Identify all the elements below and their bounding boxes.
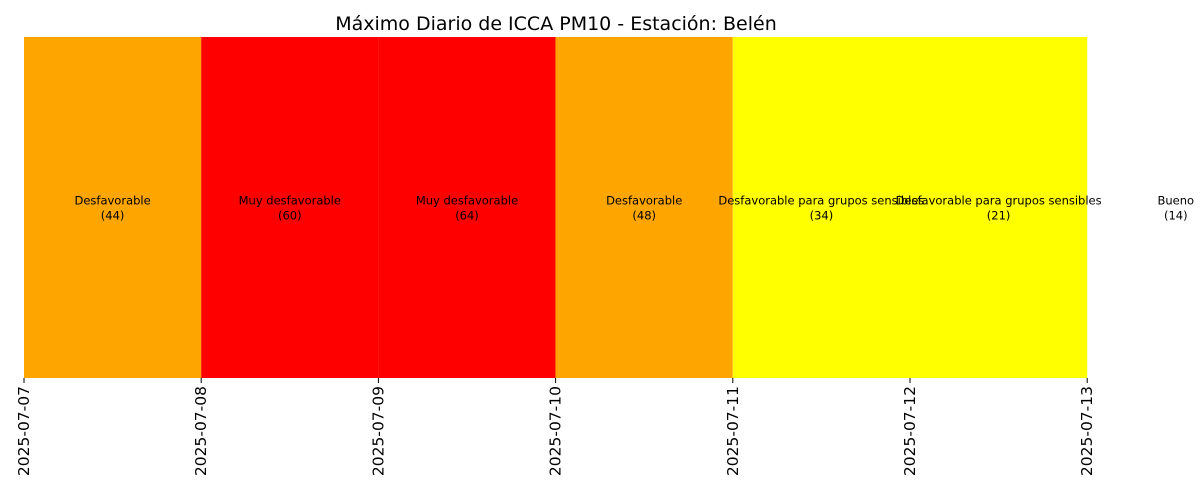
cell-value-label: (34) [810, 209, 834, 223]
x-tick-label: 2025-07-07 [15, 386, 33, 476]
x-tick-label: 2025-07-08 [192, 386, 210, 476]
cell-value-label: (44) [101, 209, 125, 223]
heatmap-cell [378, 37, 556, 378]
cell-value-label: (64) [455, 209, 479, 223]
x-tick-label: 2025-07-11 [724, 386, 742, 476]
cell-value-label: (60) [278, 209, 302, 223]
x-axis: 2025-07-07 2025-07-08 2025-07-09 2025-07-10… [15, 378, 1096, 476]
chart-title: Máximo Diario de ICCA PM10 - Estación: B… [335, 13, 777, 35]
cell-value-label: (21) [987, 209, 1011, 223]
x-tick-label: 2025-07-10 [547, 386, 565, 476]
heatmap-cell [201, 37, 379, 378]
x-tick-label: 2025-07-13 [1078, 386, 1096, 476]
cell-category-label: Muy desfavorable [239, 194, 341, 208]
heatmap-cell [732, 37, 910, 378]
cell-labels: Desfavorable(44)Muy desfavorable(60)Muy … [74, 194, 1194, 223]
cell-category-label: Desfavorable para grupos sensibles [896, 194, 1102, 208]
x-tick-label: 2025-07-09 [369, 386, 387, 476]
cell-value-label: (14) [1164, 209, 1188, 223]
cell-category-label: Desfavorable para grupos sensibles [718, 194, 924, 208]
x-tick-label: 2025-07-12 [901, 386, 919, 476]
heatmap-cell [555, 37, 733, 378]
cell-category-label: Desfavorable [74, 194, 150, 208]
heatmap-cells [24, 37, 1088, 378]
cell-category-label: Bueno [1158, 194, 1195, 208]
cell-category-label: Muy desfavorable [416, 194, 518, 208]
cell-value-label: (48) [632, 209, 656, 223]
cell-category-label: Desfavorable [606, 194, 682, 208]
heatmap-cell [910, 37, 1088, 378]
heatmap-cell [24, 37, 202, 378]
